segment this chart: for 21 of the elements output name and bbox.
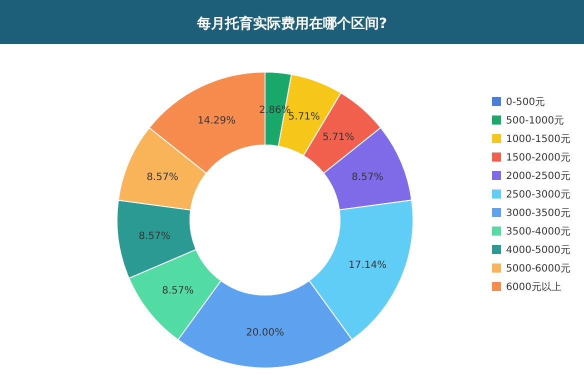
legend-label: 3000-3500元	[506, 208, 571, 219]
legend-label: 1500-2000元	[506, 152, 571, 164]
legend-label: 500-1000元	[506, 116, 564, 126]
data-label: 8.57%	[162, 286, 194, 297]
legend-label: 4000-5000元	[506, 245, 571, 256]
data-label: 20.00%	[246, 328, 284, 338]
legend-label: 1000-1500元	[506, 134, 571, 145]
legend-label: 2500-3000元	[506, 190, 571, 200]
legend-label: 5000-6000元	[506, 264, 571, 274]
legend-label: 3500-4000元	[506, 226, 571, 238]
legend-label: 0-500元	[506, 97, 546, 108]
data-label: 14.29%	[198, 116, 236, 127]
chart-title: 每月托育实际费用在哪个区间?	[196, 15, 388, 32]
data-label: 8.57%	[138, 231, 170, 242]
legend-label: 6000元以上	[506, 281, 562, 293]
data-label: 8.57%	[352, 172, 384, 184]
data-label: 5.71%	[288, 112, 320, 123]
data-label: 5.71%	[322, 132, 354, 144]
data-label: 17.14%	[348, 260, 387, 271]
data-label: 8.57%	[146, 172, 178, 184]
legend-label: 2000-2500元	[506, 171, 571, 182]
